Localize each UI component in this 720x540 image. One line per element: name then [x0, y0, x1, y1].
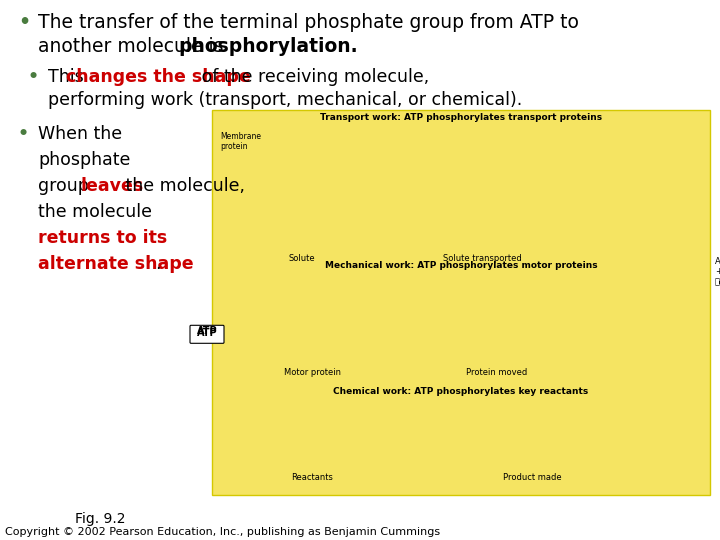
- Text: returns to its: returns to its: [38, 229, 167, 247]
- Bar: [212, 110, 710, 495]
- Text: Chemical work: ATP phosphorylates key reactants: Chemical work: ATP phosphorylates key re…: [333, 387, 589, 396]
- Text: ADP
+
Ⓟᵢ: ADP + Ⓟᵢ: [715, 257, 720, 287]
- Text: When the: When the: [38, 125, 122, 143]
- Text: Product made: Product made: [503, 473, 562, 482]
- Text: of the receiving molecule,: of the receiving molecule,: [196, 68, 429, 86]
- Text: Protein moved: Protein moved: [467, 368, 528, 377]
- Text: the molecule: the molecule: [38, 203, 152, 221]
- Text: ATP: ATP: [197, 328, 217, 338]
- Text: changes the shape: changes the shape: [66, 68, 251, 86]
- Text: ATP: ATP: [197, 326, 217, 336]
- Text: Membrane
protein: Membrane protein: [220, 132, 261, 151]
- Text: phosphate: phosphate: [38, 151, 130, 169]
- Text: leaves: leaves: [80, 177, 143, 195]
- Text: Solute transported: Solute transported: [443, 254, 521, 264]
- Text: •: •: [18, 13, 30, 32]
- FancyBboxPatch shape: [190, 325, 224, 343]
- Text: Mechanical work: ATP phosphorylates motor proteins: Mechanical work: ATP phosphorylates moto…: [325, 261, 598, 271]
- Text: Transport work: ATP phosphorylates transport proteins: Transport work: ATP phosphorylates trans…: [320, 113, 602, 122]
- Text: •: •: [28, 68, 39, 86]
- Text: •: •: [18, 125, 29, 143]
- Text: Reactants: Reactants: [291, 473, 333, 482]
- Text: the molecule,: the molecule,: [120, 177, 245, 195]
- Text: phosphorylation.: phosphorylation.: [178, 37, 358, 56]
- Text: alternate shape: alternate shape: [38, 255, 194, 273]
- Text: Fig. 9.2: Fig. 9.2: [75, 512, 125, 526]
- Text: Copyright © 2002 Pearson Education, Inc., publishing as Benjamin Cummings: Copyright © 2002 Pearson Education, Inc.…: [5, 527, 440, 537]
- Text: performing work (transport, mechanical, or chemical).: performing work (transport, mechanical, …: [48, 91, 522, 109]
- Text: .: .: [155, 255, 161, 273]
- Text: Solute: Solute: [289, 254, 315, 264]
- Text: group: group: [38, 177, 94, 195]
- Text: This: This: [48, 68, 89, 86]
- Text: Motor protein: Motor protein: [284, 368, 341, 377]
- Text: another molecule is: another molecule is: [38, 37, 230, 56]
- Text: The transfer of the terminal phosphate group from ATP to: The transfer of the terminal phosphate g…: [38, 13, 579, 32]
